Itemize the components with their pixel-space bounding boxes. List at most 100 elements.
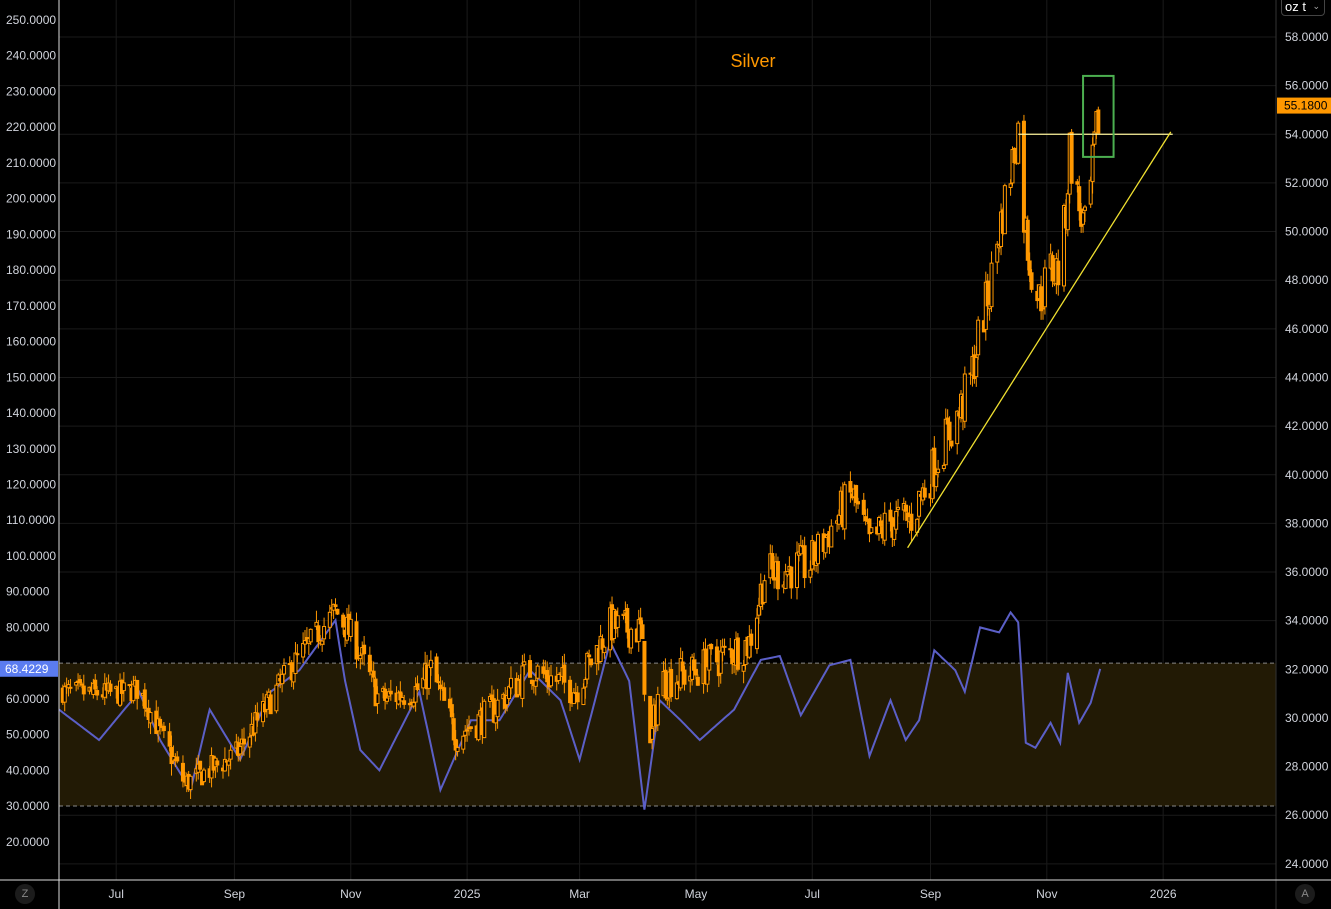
candle-body	[955, 410, 960, 445]
candle-body	[127, 684, 132, 687]
candle	[201, 767, 206, 784]
candle	[308, 628, 313, 646]
candle-body	[585, 652, 590, 680]
candle-body	[802, 545, 807, 579]
candle-body	[142, 689, 147, 709]
candle	[274, 683, 279, 714]
candle-body	[1016, 122, 1021, 164]
candle-body	[695, 676, 700, 686]
candle	[461, 735, 466, 754]
candle	[640, 620, 645, 640]
candle-body	[268, 694, 273, 715]
candle	[562, 653, 567, 694]
candle-body	[976, 319, 981, 356]
candle-body	[327, 611, 332, 628]
candle	[1069, 128, 1074, 184]
candle-body	[362, 644, 367, 655]
candle-body	[375, 693, 380, 704]
candle-body	[854, 485, 859, 503]
auto-scale-button[interactable]: A	[1295, 884, 1315, 904]
candle-body	[522, 661, 527, 666]
candle-body	[714, 646, 719, 663]
candle-body	[949, 440, 954, 447]
left-axis-tick: 90.0000	[6, 585, 50, 599]
x-axis-tick: May	[685, 887, 708, 901]
right-axis-tick: 48.0000	[1285, 273, 1329, 287]
candle	[215, 758, 220, 773]
candle	[795, 541, 800, 600]
candle	[1082, 204, 1087, 223]
candle-body	[371, 670, 376, 678]
candle	[222, 747, 227, 772]
candle	[636, 609, 641, 652]
candle-body	[680, 661, 685, 672]
candle-body	[322, 625, 327, 640]
candle-body	[482, 700, 487, 739]
candle-body	[974, 357, 979, 378]
candle-body	[529, 679, 534, 685]
candle-body	[1096, 109, 1101, 134]
right-axis-tick: 46.0000	[1285, 322, 1329, 336]
right-axis-tick: 40.0000	[1285, 468, 1329, 482]
candle-body	[222, 758, 227, 772]
candle	[943, 408, 948, 466]
x-axis-tick: 2026	[1150, 887, 1177, 901]
candle-body	[495, 699, 500, 718]
left-axis-tick: 190.0000	[6, 227, 56, 241]
candle-body	[449, 704, 454, 718]
candle	[1056, 249, 1061, 296]
candle-body	[922, 487, 927, 498]
candle-body	[180, 762, 185, 782]
candle-body	[1081, 212, 1086, 225]
last-price-label: 55.1800	[1284, 99, 1328, 113]
candle-body	[68, 686, 73, 689]
candle	[1042, 259, 1047, 315]
candle	[415, 675, 420, 692]
candle	[589, 658, 594, 668]
candle-body	[709, 644, 714, 650]
candle	[621, 613, 626, 620]
x-axis-tick: Sep	[224, 887, 246, 901]
candle	[575, 686, 580, 710]
candle-body	[274, 684, 279, 712]
candle-body	[148, 712, 153, 724]
candle	[228, 744, 233, 770]
right-axis-tick: 54.0000	[1285, 127, 1329, 141]
right-axis-tick: 52.0000	[1285, 176, 1329, 190]
candle-body	[93, 679, 98, 690]
candle-body	[228, 749, 233, 760]
candle	[829, 519, 834, 548]
left-axis-tick: 220.0000	[6, 120, 56, 134]
candle	[108, 680, 113, 697]
candle-body	[1008, 183, 1013, 188]
candle	[121, 672, 126, 702]
x-axis-tick: Mar	[569, 887, 590, 901]
candle-body	[621, 613, 626, 616]
candle	[93, 673, 98, 691]
candle-body	[280, 673, 285, 685]
candle-body	[642, 640, 647, 695]
candle	[175, 751, 180, 764]
candle	[434, 653, 439, 683]
candle-body	[789, 566, 794, 589]
candle-body	[836, 514, 841, 525]
candle	[882, 502, 887, 546]
candle-body	[354, 621, 359, 660]
highlight-box	[1082, 74, 1115, 158]
candle	[549, 664, 554, 688]
candle-body	[581, 687, 586, 706]
unit-selector[interactable]: oz t ⌄	[1281, 0, 1325, 16]
candle-body	[62, 685, 67, 703]
candle-body	[465, 729, 470, 732]
candle	[1012, 147, 1017, 165]
candle-body	[650, 728, 655, 740]
x-axis-tick: 2025	[454, 887, 481, 901]
zoom-button[interactable]: Z	[15, 884, 35, 904]
candle-body	[934, 474, 939, 488]
candle-body	[1082, 206, 1087, 211]
unit-label: oz t	[1285, 0, 1306, 14]
left-axis-tick: 60.0000	[6, 692, 50, 706]
right-axis-tick: 32.0000	[1285, 662, 1329, 676]
candle-body	[615, 615, 620, 628]
